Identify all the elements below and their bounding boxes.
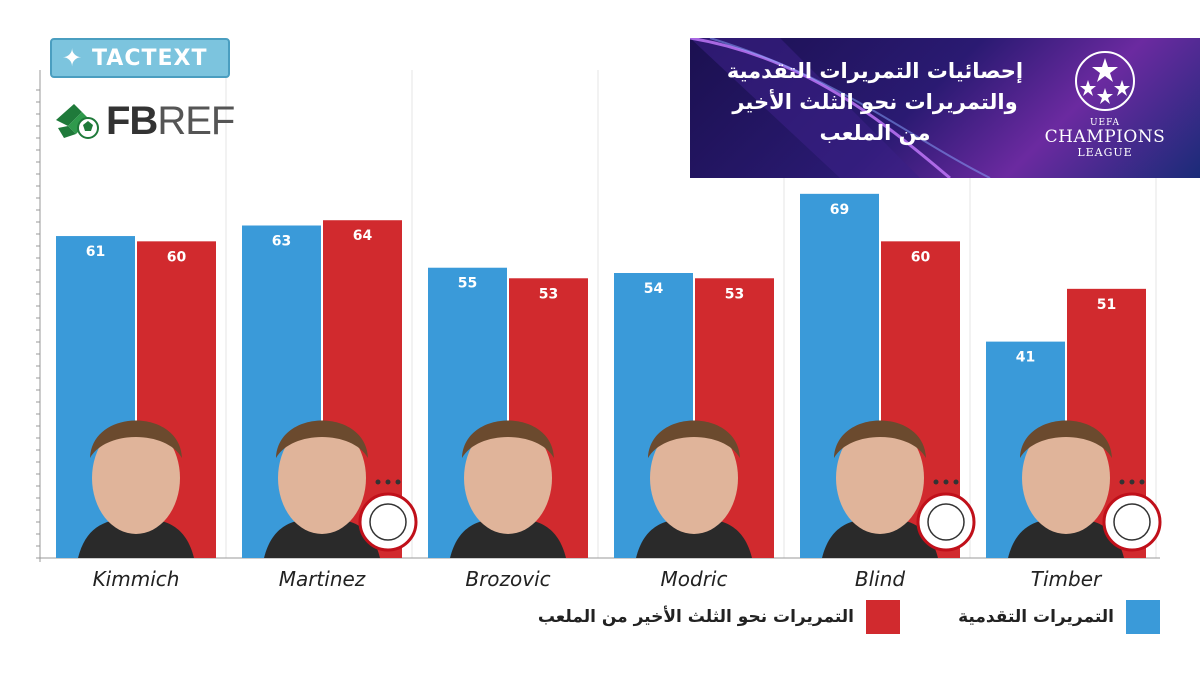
legend-label-progressive: التمريرات التقدمية bbox=[958, 607, 1114, 627]
bar-value-label: 55 bbox=[458, 276, 477, 292]
player-shoulders bbox=[1008, 518, 1124, 558]
bar-value-label: 53 bbox=[539, 286, 558, 302]
ajax-star-icon bbox=[385, 479, 391, 485]
x-tick-label: Timber bbox=[1031, 567, 1103, 591]
fbref-mark-icon bbox=[56, 104, 99, 139]
bar-value-label: 54 bbox=[644, 281, 664, 297]
ucl-league: LEAGUE bbox=[1077, 146, 1133, 159]
legend-label-final-third: التمريرات نحو الثلث الأخير من الملعب bbox=[537, 607, 854, 627]
ajax-badge-inner bbox=[369, 503, 407, 541]
header-banner: إحصائيات التمريرات التقدمية والتمريرات ن… bbox=[690, 38, 1200, 178]
player-shoulders bbox=[264, 518, 380, 558]
player-hair bbox=[90, 420, 182, 458]
x-tick-label: Martinez bbox=[279, 567, 366, 591]
bar-value-label: 60 bbox=[911, 249, 931, 265]
bar-value-label: 63 bbox=[272, 234, 291, 250]
starball-icon bbox=[1075, 51, 1135, 111]
fbref-wordmark: FBREF bbox=[106, 98, 235, 143]
ajax-badge-icon bbox=[916, 492, 976, 552]
bar-value-label: 53 bbox=[725, 286, 744, 302]
ajax-star-icon bbox=[375, 479, 381, 485]
player-face bbox=[836, 422, 924, 534]
ajax-star-icon bbox=[953, 479, 959, 485]
x-tick-label: Blind bbox=[855, 567, 906, 591]
legend-item-progressive: التمريرات التقدمية bbox=[946, 600, 1160, 634]
legend-swatch-final-third bbox=[866, 600, 900, 634]
player-hair bbox=[462, 420, 554, 458]
x-tick-label: Kimmich bbox=[93, 567, 180, 591]
ajax-star-icon bbox=[1139, 479, 1145, 485]
player-hair bbox=[276, 420, 368, 458]
ajax-star-icon bbox=[933, 479, 939, 485]
player-face bbox=[464, 422, 552, 534]
x-tick-label: Modric bbox=[661, 567, 728, 591]
banner-title: إحصائيات التمريرات التقدمية والتمريرات ن… bbox=[726, 59, 1024, 145]
ucl-uefa: UEFA bbox=[1089, 118, 1121, 128]
bird-icon: ✦ bbox=[61, 44, 83, 72]
player-hair bbox=[648, 420, 740, 458]
player-face bbox=[1022, 422, 1110, 534]
banner-decoration bbox=[690, 38, 991, 178]
player-hair bbox=[1020, 420, 1112, 458]
player-face bbox=[278, 422, 366, 534]
legend-item-final-third: التمريرات نحو الثلث الأخير من الملعب bbox=[526, 600, 900, 634]
ajax-star-icon bbox=[943, 479, 949, 485]
ucl-champions: CHAMPIONS bbox=[1044, 127, 1166, 147]
ajax-badge-inner bbox=[1113, 503, 1151, 541]
player-face bbox=[92, 422, 180, 534]
bar-value-label: 61 bbox=[86, 244, 105, 260]
champions-league-logo: UEFA CHAMPIONS LEAGUE bbox=[1040, 50, 1170, 159]
player-shoulders bbox=[636, 518, 752, 558]
ajax-star-icon bbox=[395, 479, 401, 485]
player-shoulders bbox=[822, 518, 938, 558]
bar-value-label: 41 bbox=[1016, 350, 1035, 366]
ajax-badge-inner bbox=[927, 503, 965, 541]
bar-value-label: 69 bbox=[830, 202, 849, 218]
player-shoulders bbox=[78, 518, 194, 558]
tactext-logo: ✦ TACTEXT bbox=[50, 38, 230, 78]
fbref-logo: FBREF bbox=[52, 98, 235, 144]
player-shoulders bbox=[450, 518, 566, 558]
bar-value-label: 64 bbox=[353, 228, 373, 244]
tactext-label: TACTEXT bbox=[92, 45, 208, 71]
ajax-badge-icon bbox=[358, 492, 418, 552]
ajax-badge-icon bbox=[1102, 492, 1162, 552]
legend-swatch-progressive bbox=[1126, 600, 1160, 634]
player-face bbox=[650, 422, 738, 534]
chart-legend: التمريرات التقدمية التمريرات نحو الثلث ا… bbox=[0, 600, 1200, 640]
bar-value-label: 51 bbox=[1097, 297, 1116, 313]
ajax-star-icon bbox=[1119, 479, 1125, 485]
player-hair bbox=[834, 420, 926, 458]
bar-value-label: 60 bbox=[167, 249, 187, 265]
x-tick-label: Brozovic bbox=[465, 567, 550, 591]
ajax-star-icon bbox=[1129, 479, 1135, 485]
